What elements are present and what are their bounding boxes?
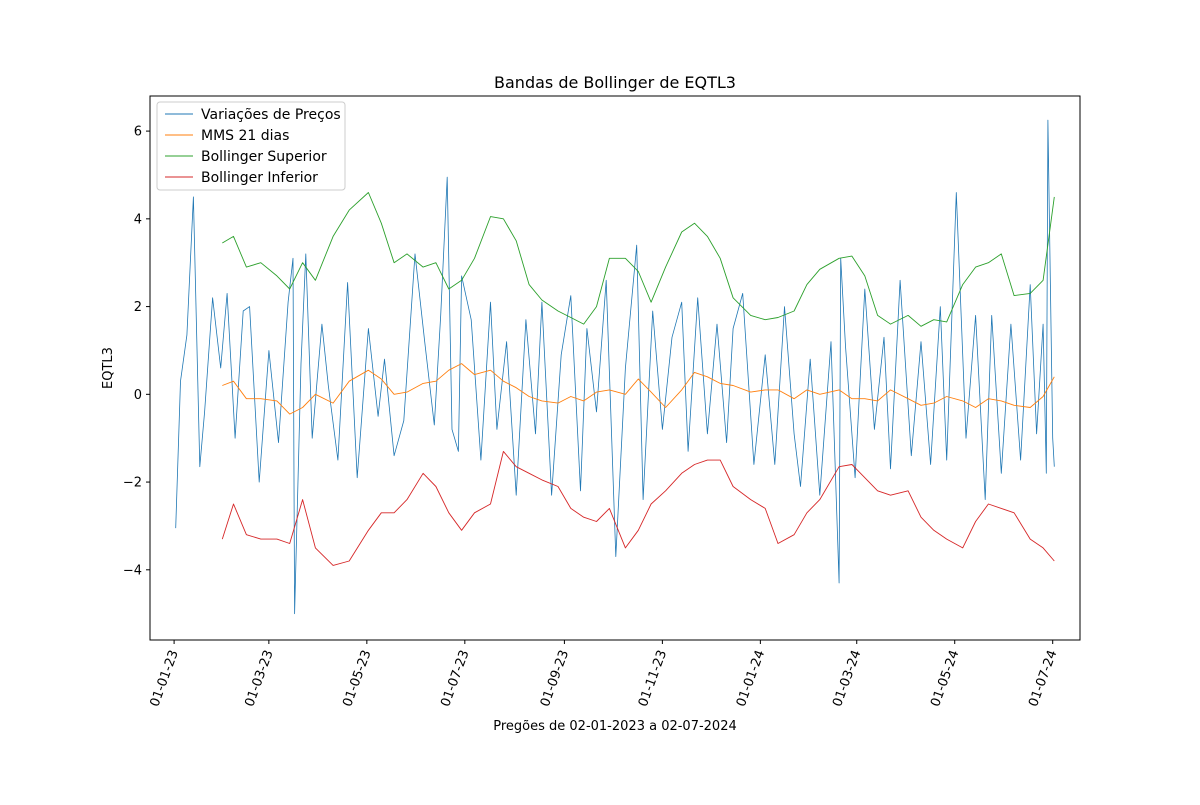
- x-tick-label: 01-09-23: [538, 648, 572, 709]
- legend: Variações de Preços MMS 21 dias Bollinger …: [156, 101, 346, 191]
- x-tick-label: 01-07-23: [438, 648, 472, 709]
- series-line-bollinger-inferior: [221, 450, 1055, 566]
- legend-box: [156, 101, 346, 191]
- y-tick-label: 4: [134, 212, 142, 227]
- x-axis-label: Pregões de 02-01-2023 a 02-07-2024: [493, 719, 737, 734]
- legend-label-bollinger-inferior: Bollinger Inferior: [201, 170, 318, 186]
- x-tick-label: 01-07-24: [1026, 648, 1060, 709]
- x-tick-label: 01-03-23: [242, 648, 276, 709]
- x-axis: 01-01-23 01-03-23 01-05-23 01-07-23 01-09-23…: [148, 640, 1060, 709]
- x-tick-label: 01-05-23: [340, 648, 374, 709]
- y-tick-label: −4: [123, 563, 142, 578]
- x-tick-label: 01-05-24: [928, 648, 962, 709]
- x-tick-label: 01-11-23: [636, 648, 670, 709]
- x-tick-label: 01-01-23: [148, 648, 182, 709]
- y-tick-label: −2: [123, 476, 142, 491]
- chart-title: Bandas de Bollinger de EQTL3: [494, 73, 736, 92]
- y-tick-label: 0: [134, 388, 142, 403]
- y-axis-label: EQTL3: [101, 347, 116, 389]
- legend-label-variacoes-de-precos: Variações de Preços: [201, 107, 341, 123]
- x-tick-label: 01-03-24: [830, 648, 864, 709]
- legend-label-mms-21-dias: MMS 21 dias: [201, 128, 289, 144]
- legend-label-bollinger-superior: Bollinger Superior: [201, 149, 327, 165]
- plot-lines: [175, 119, 1055, 615]
- y-tick-label: 2: [134, 300, 142, 315]
- y-axis: −4 −2 0 2 4 6: [123, 125, 150, 578]
- series-line-mms-21-dias: [222, 363, 1055, 415]
- x-tick-label: 01-01-24: [734, 648, 768, 709]
- plot-frame: [149, 95, 1081, 641]
- series-line-variacoes-de-precos: [175, 119, 1055, 615]
- y-tick-label: 6: [134, 125, 142, 140]
- series-line-bollinger-superior: [222, 192, 1055, 327]
